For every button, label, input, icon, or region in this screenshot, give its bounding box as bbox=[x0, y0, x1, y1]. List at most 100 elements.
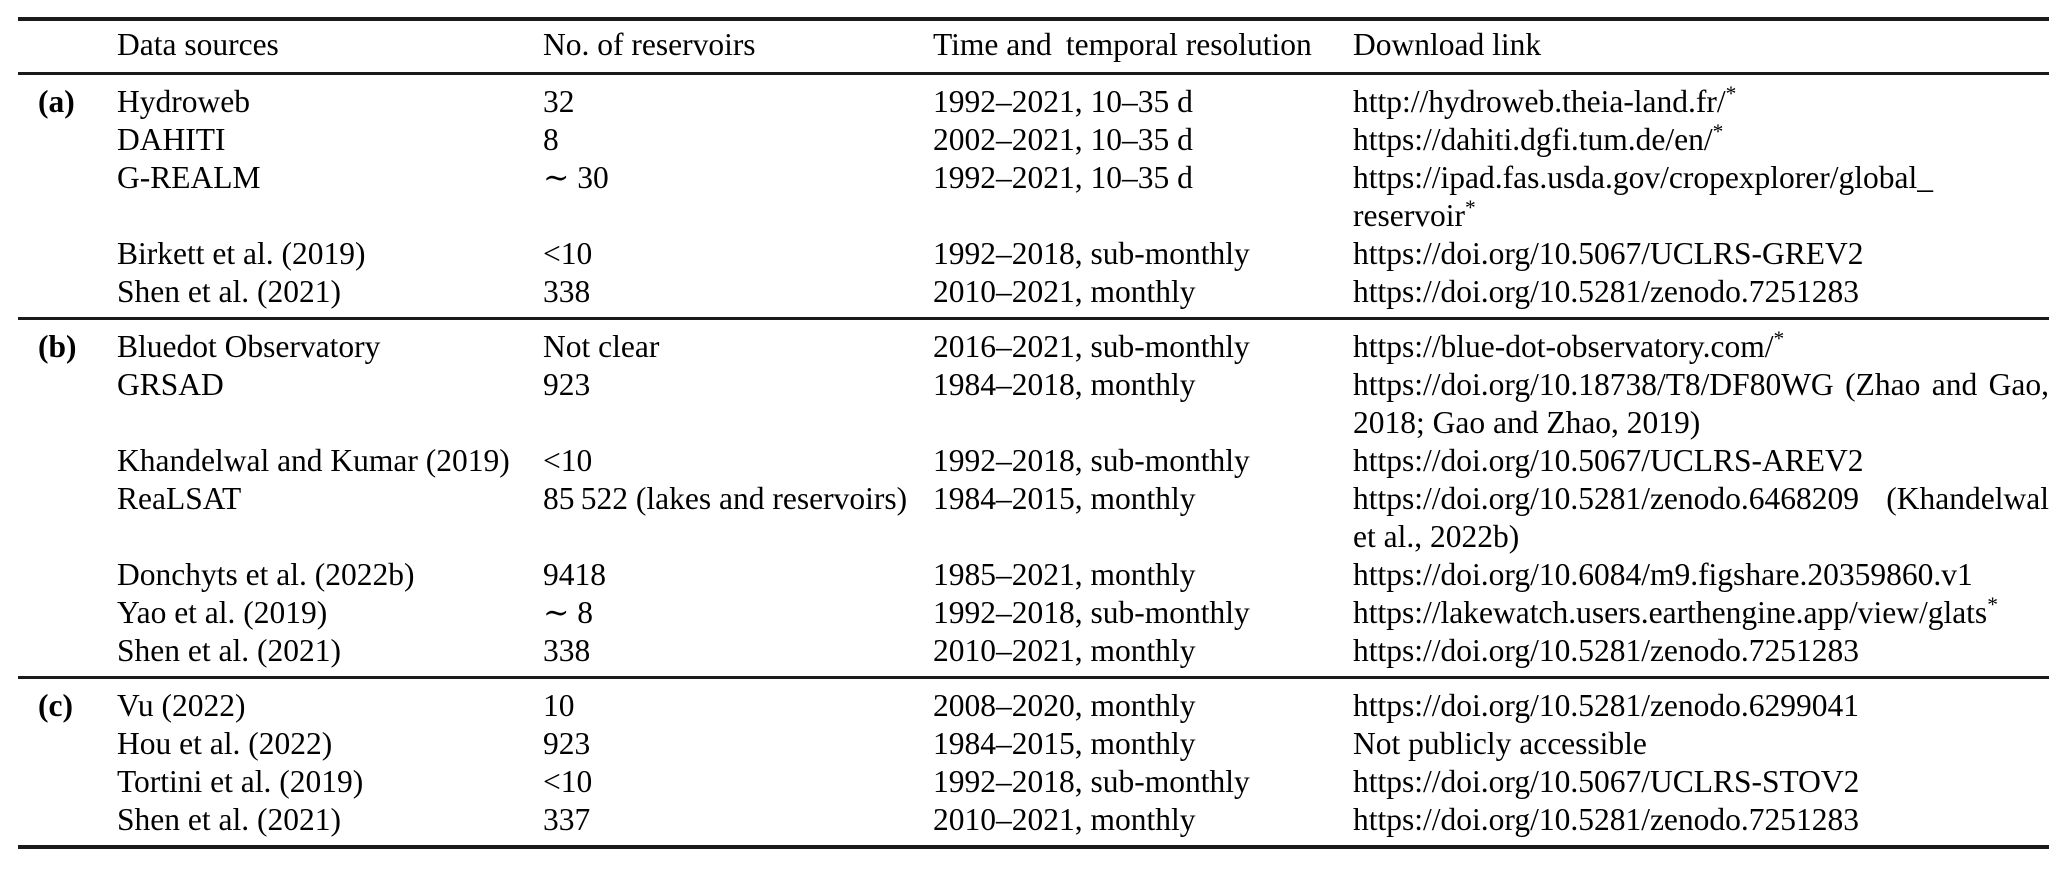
section-label bbox=[18, 725, 117, 763]
download-link-cell: https://doi.org/10.5281/zenodo.7251283 bbox=[1353, 632, 2049, 678]
reservoir-count-cell: 923 bbox=[543, 367, 591, 402]
download-link[interactable]: https://doi.org/10.5067/UCLRS-STOV2 bbox=[1353, 764, 1860, 799]
table-row: Tortini et al. (2019) <10 1992–2018, sub-m… bbox=[18, 763, 2049, 801]
download-link[interactable]: https://doi.org/10.5281/zenodo.7251283 bbox=[1353, 274, 1860, 309]
download-link[interactable]: https://ipad.fas.usda.gov/cropexplorer/g… bbox=[1353, 160, 1933, 233]
time-resolution-cell: 1992–2018, sub-monthly bbox=[933, 443, 1250, 478]
section-label bbox=[18, 121, 117, 159]
reservoir-count-cell: ∼ 8 bbox=[543, 595, 594, 630]
data-source-cell: GRSAD bbox=[117, 367, 224, 402]
download-link[interactable]: http://hydroweb.theia-land.fr/* bbox=[1353, 81, 1737, 119]
table-row: GRSAD 923 1984–2018, monthly https://doi.or… bbox=[18, 366, 2049, 442]
download-link[interactable]: https://doi.org/10.5281/zenodo.6299041 bbox=[1353, 688, 1860, 723]
download-link-cell: https://doi.org/10.18738/T8/DF80WG (Zhao… bbox=[1353, 366, 2049, 442]
table-section-b: (b) Bluedot Observatory Not clear 2016–2021… bbox=[18, 319, 2049, 678]
section-label bbox=[18, 235, 117, 273]
table-row: (b) Bluedot Observatory Not clear 2016–2021… bbox=[18, 319, 2049, 367]
time-resolution-cell: 2002–2021, 10–35 d bbox=[933, 122, 1193, 157]
reservoir-count-cell: Not clear bbox=[543, 329, 660, 364]
download-link[interactable]: https://dahiti.dgfi.tum.de/en/* bbox=[1353, 119, 1724, 157]
data-source-cell: Shen et al. (2021) bbox=[117, 274, 341, 309]
section-label bbox=[18, 556, 117, 594]
download-link-cell: https://dahiti.dgfi.tum.de/en/* bbox=[1353, 121, 2049, 159]
table-row: G-REALM ∼ 30 1992–2021, 10–35 d https://ipa… bbox=[18, 159, 2049, 235]
data-source-cell: G-REALM bbox=[117, 160, 261, 195]
time-resolution-cell: 1992–2021, 10–35 d bbox=[933, 160, 1193, 195]
time-resolution-cell: 2008–2020, monthly bbox=[933, 688, 1196, 723]
data-source-cell: Hou et al. (2022) bbox=[117, 726, 333, 761]
reservoir-count-cell: 85 522 (lakes and reservoirs) bbox=[543, 481, 908, 516]
time-resolution-cell: 2016–2021, sub-monthly bbox=[933, 329, 1250, 364]
reservoir-count-cell: 337 bbox=[543, 802, 591, 837]
time-resolution-cell: 1984–2015, monthly bbox=[933, 726, 1196, 761]
table-header: Data sources No. of reservoirs Time and … bbox=[18, 19, 2049, 74]
table-row: Donchyts et al. (2022b) 9418 1985–2021, mo… bbox=[18, 556, 2049, 594]
section-label bbox=[18, 763, 117, 801]
reservoir-count-cell: <10 bbox=[543, 443, 593, 478]
section-label: (a) bbox=[38, 84, 75, 119]
data-source-cell: ReaLSAT bbox=[117, 481, 242, 516]
download-link-cell: https://doi.org/10.5067/UCLRS-GREV2 bbox=[1353, 235, 2049, 273]
download-link[interactable]: https://doi.org/10.5281/zenodo.7251283 bbox=[1353, 802, 1860, 837]
download-link[interactable]: https://blue-dot-observatory.com/* bbox=[1353, 326, 1785, 364]
data-source-cell: Bluedot Observatory bbox=[117, 329, 381, 364]
table-row: (c) Vu (2022) 10 2008–2020, monthly https://… bbox=[18, 678, 2049, 726]
section-label: (b) bbox=[38, 329, 77, 364]
section-label bbox=[18, 366, 117, 442]
data-source-cell: Yao et al. (2019) bbox=[117, 595, 328, 630]
table-row: ReaLSAT 85 522 (lakes and reservoirs) 1984… bbox=[18, 480, 2049, 556]
section-label bbox=[18, 594, 117, 632]
section-label bbox=[18, 159, 117, 235]
time-resolution-cell: 1992–2021, 10–35 d bbox=[933, 84, 1193, 119]
download-link-cell: https://doi.org/10.5281/zenodo.6468209 (… bbox=[1353, 480, 2049, 556]
download-link-cell: http://hydroweb.theia-land.fr/* bbox=[1353, 74, 2049, 122]
download-link-cell: https://ipad.fas.usda.gov/cropexplorer/g… bbox=[1353, 159, 2049, 235]
download-link-cell: https://doi.org/10.5067/UCLRS-STOV2 bbox=[1353, 763, 2049, 801]
table-row: Khandelwal and Kumar (2019) <10 1992–2018,… bbox=[18, 442, 2049, 480]
reservoir-count-cell: <10 bbox=[543, 236, 593, 271]
download-link[interactable]: https://doi.org/10.5281/zenodo.6468209 (… bbox=[1353, 481, 2049, 554]
column-header-download-link: Download link bbox=[1353, 27, 1542, 62]
download-link-cell: https://blue-dot-observatory.com/* bbox=[1353, 319, 2049, 367]
data-source-cell: Hydroweb bbox=[117, 84, 250, 119]
data-source-cell: Shen et al. (2021) bbox=[117, 633, 341, 668]
download-link-cell: https://doi.org/10.5067/UCLRS-AREV2 bbox=[1353, 442, 2049, 480]
download-link-cell: https://doi.org/10.5281/zenodo.6299041 bbox=[1353, 678, 2049, 726]
download-link[interactable]: https://doi.org/10.18738/T8/DF80WG (Zhao… bbox=[1353, 367, 2049, 440]
reservoir-count-cell: <10 bbox=[543, 764, 593, 799]
reservoir-count-cell: 338 bbox=[543, 274, 591, 309]
section-label: (c) bbox=[38, 688, 73, 723]
time-resolution-cell: 2010–2021, monthly bbox=[933, 274, 1196, 309]
section-label bbox=[18, 273, 117, 319]
download-link[interactable]: https://doi.org/10.5067/UCLRS-GREV2 bbox=[1353, 236, 1864, 271]
download-link[interactable]: https://doi.org/10.5067/UCLRS-AREV2 bbox=[1353, 443, 1864, 478]
download-link[interactable]: https://lakewatch.users.earthengine.app/… bbox=[1353, 592, 1998, 630]
data-sources-table: Data sources No. of reservoirs Time and … bbox=[18, 17, 2049, 849]
link-asterisk: * bbox=[1712, 119, 1724, 144]
section-label bbox=[18, 632, 117, 678]
table-row: Shen et al. (2021) 338 2010–2021, monthly h… bbox=[18, 273, 2049, 319]
data-source-cell: Donchyts et al. (2022b) bbox=[117, 557, 415, 592]
download-link[interactable]: https://doi.org/10.5281/zenodo.7251283 bbox=[1353, 633, 1860, 668]
table-row: Shen et al. (2021) 338 2010–2021, monthly h… bbox=[18, 632, 2049, 678]
column-header-time-resolution: Time and temporal resolution bbox=[933, 27, 1312, 62]
table-section-c: (c) Vu (2022) 10 2008–2020, monthly https://… bbox=[18, 678, 2049, 848]
reservoir-count-cell: 338 bbox=[543, 633, 591, 668]
data-source-cell: Tortini et al. (2019) bbox=[117, 764, 364, 799]
download-link-cell: Not publicly accessible bbox=[1353, 725, 2049, 763]
link-asterisk: * bbox=[1987, 592, 1998, 617]
reservoir-count-cell: 8 bbox=[543, 122, 559, 157]
time-resolution-cell: 1985–2021, monthly bbox=[933, 557, 1196, 592]
table-row: DAHITI 8 2002–2021, 10–35 d https://dahiti.… bbox=[18, 121, 2049, 159]
data-source-cell: Vu (2022) bbox=[117, 688, 246, 723]
time-resolution-cell: 1992–2018, sub-monthly bbox=[933, 236, 1250, 271]
download-link-cell: https://doi.org/10.5281/zenodo.7251283 bbox=[1353, 801, 2049, 847]
download-link-cell: https://doi.org/10.6084/m9.figshare.2035… bbox=[1353, 556, 2049, 594]
reservoir-count-cell: 9418 bbox=[543, 557, 606, 592]
column-header-no-of-reservoirs: No. of reservoirs bbox=[543, 27, 756, 62]
section-label bbox=[18, 442, 117, 480]
link-asterisk: * bbox=[1725, 81, 1737, 106]
download-link[interactable]: https://doi.org/10.6084/m9.figshare.2035… bbox=[1353, 557, 1973, 592]
data-source-cell: DAHITI bbox=[117, 122, 226, 157]
section-label bbox=[18, 801, 117, 847]
